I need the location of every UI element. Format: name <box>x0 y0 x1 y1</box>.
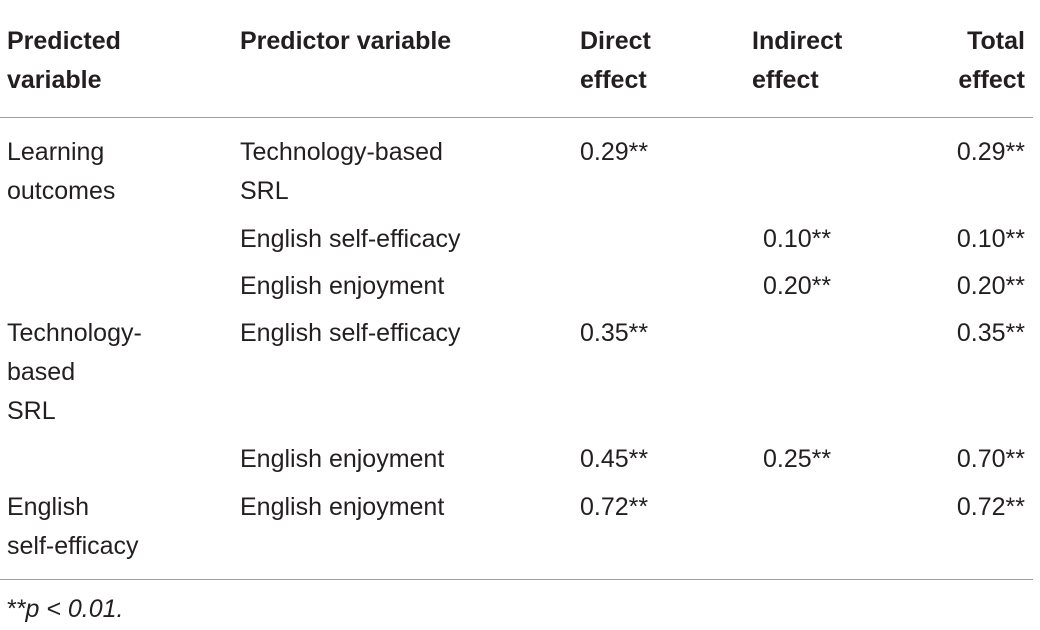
header-predicted-variable: Predicted variable <box>7 27 121 94</box>
direct-effect-cell: 0.45** <box>580 445 649 473</box>
direct-effect-cell: 0.29** <box>580 138 649 166</box>
total-effect-cell: 0.35** <box>956 319 1025 347</box>
direct-effect-cell: 0.72** <box>580 493 649 521</box>
direct-effect-cell: 0.35** <box>580 319 649 347</box>
header-predictor-variable: Predictor variable <box>240 27 452 55</box>
predictor-variable-cell: English self-efficacy <box>240 225 461 253</box>
predictor-variable-cell: English self-efficacy <box>240 319 461 347</box>
predictor-variable-cell: English enjoyment <box>240 445 445 473</box>
header-divider <box>0 117 1033 118</box>
total-effect-cell: 0.20** <box>956 272 1025 300</box>
indirect-effect-cell: 0.25** <box>763 445 832 473</box>
predicted-variable-cell: Learning outcomes <box>7 138 116 205</box>
table-footnote: **p < 0.01. <box>6 595 124 623</box>
total-effect-cell: 0.72** <box>956 493 1025 521</box>
header-indirect-effect: Indirect effect <box>752 27 843 94</box>
total-effect-cell: 0.29** <box>956 138 1025 166</box>
indirect-effect-cell: 0.10** <box>763 225 832 253</box>
total-effect-cell: 0.10** <box>956 225 1025 253</box>
indirect-effect-cell: 0.20** <box>763 272 832 300</box>
predicted-variable-cell: English self-efficacy <box>7 493 139 560</box>
predictor-variable-cell: English enjoyment <box>240 493 445 521</box>
predictor-variable-cell: English enjoyment <box>240 272 445 300</box>
predictor-variable-cell: Technology-based SRL <box>240 138 443 205</box>
header-total-effect: Total effect <box>958 27 1025 94</box>
bottom-divider <box>0 579 1033 580</box>
predicted-variable-cell: Technology- based SRL <box>7 319 142 425</box>
header-direct-effect: Direct effect <box>580 27 651 94</box>
total-effect-cell: 0.70** <box>956 445 1025 473</box>
